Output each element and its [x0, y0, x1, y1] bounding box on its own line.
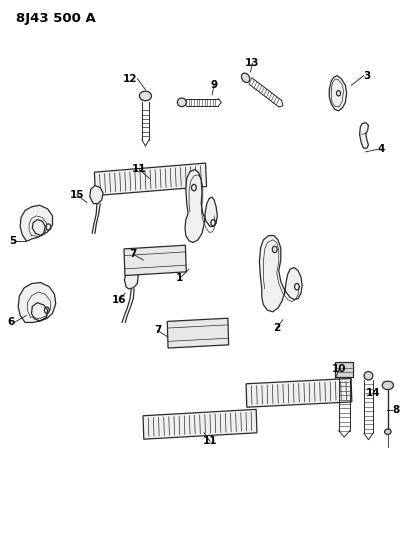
Text: 12: 12: [123, 74, 137, 84]
Text: 8J43 500 A: 8J43 500 A: [16, 12, 96, 25]
Text: 9: 9: [210, 80, 218, 90]
Polygon shape: [259, 236, 302, 312]
Polygon shape: [167, 318, 229, 348]
Text: 6: 6: [7, 318, 14, 327]
Ellipse shape: [385, 429, 391, 434]
Text: 15: 15: [69, 190, 84, 199]
Ellipse shape: [139, 91, 152, 101]
Text: 7: 7: [154, 326, 161, 335]
Polygon shape: [335, 362, 353, 377]
Polygon shape: [18, 282, 56, 322]
Ellipse shape: [382, 381, 393, 390]
Ellipse shape: [364, 372, 373, 380]
Polygon shape: [20, 205, 53, 241]
Text: 3: 3: [364, 71, 371, 80]
Polygon shape: [95, 163, 206, 196]
Text: 11: 11: [132, 165, 147, 174]
Polygon shape: [90, 185, 103, 204]
Polygon shape: [246, 378, 352, 407]
Text: 13: 13: [245, 58, 260, 68]
Polygon shape: [329, 76, 347, 111]
Text: 7: 7: [130, 249, 137, 259]
Polygon shape: [143, 409, 257, 439]
Text: 8: 8: [392, 406, 399, 415]
Polygon shape: [124, 269, 138, 289]
Text: 2: 2: [273, 323, 280, 333]
Text: 10: 10: [332, 364, 347, 374]
Text: 11: 11: [203, 437, 217, 446]
Text: 5: 5: [9, 236, 16, 246]
Text: 1: 1: [176, 273, 183, 283]
Text: 4: 4: [378, 144, 385, 154]
Polygon shape: [360, 123, 368, 148]
Polygon shape: [185, 169, 217, 243]
Text: 16: 16: [112, 295, 126, 304]
Ellipse shape: [242, 73, 250, 83]
Text: 14: 14: [366, 389, 380, 398]
Ellipse shape: [177, 98, 186, 107]
Polygon shape: [124, 245, 186, 276]
